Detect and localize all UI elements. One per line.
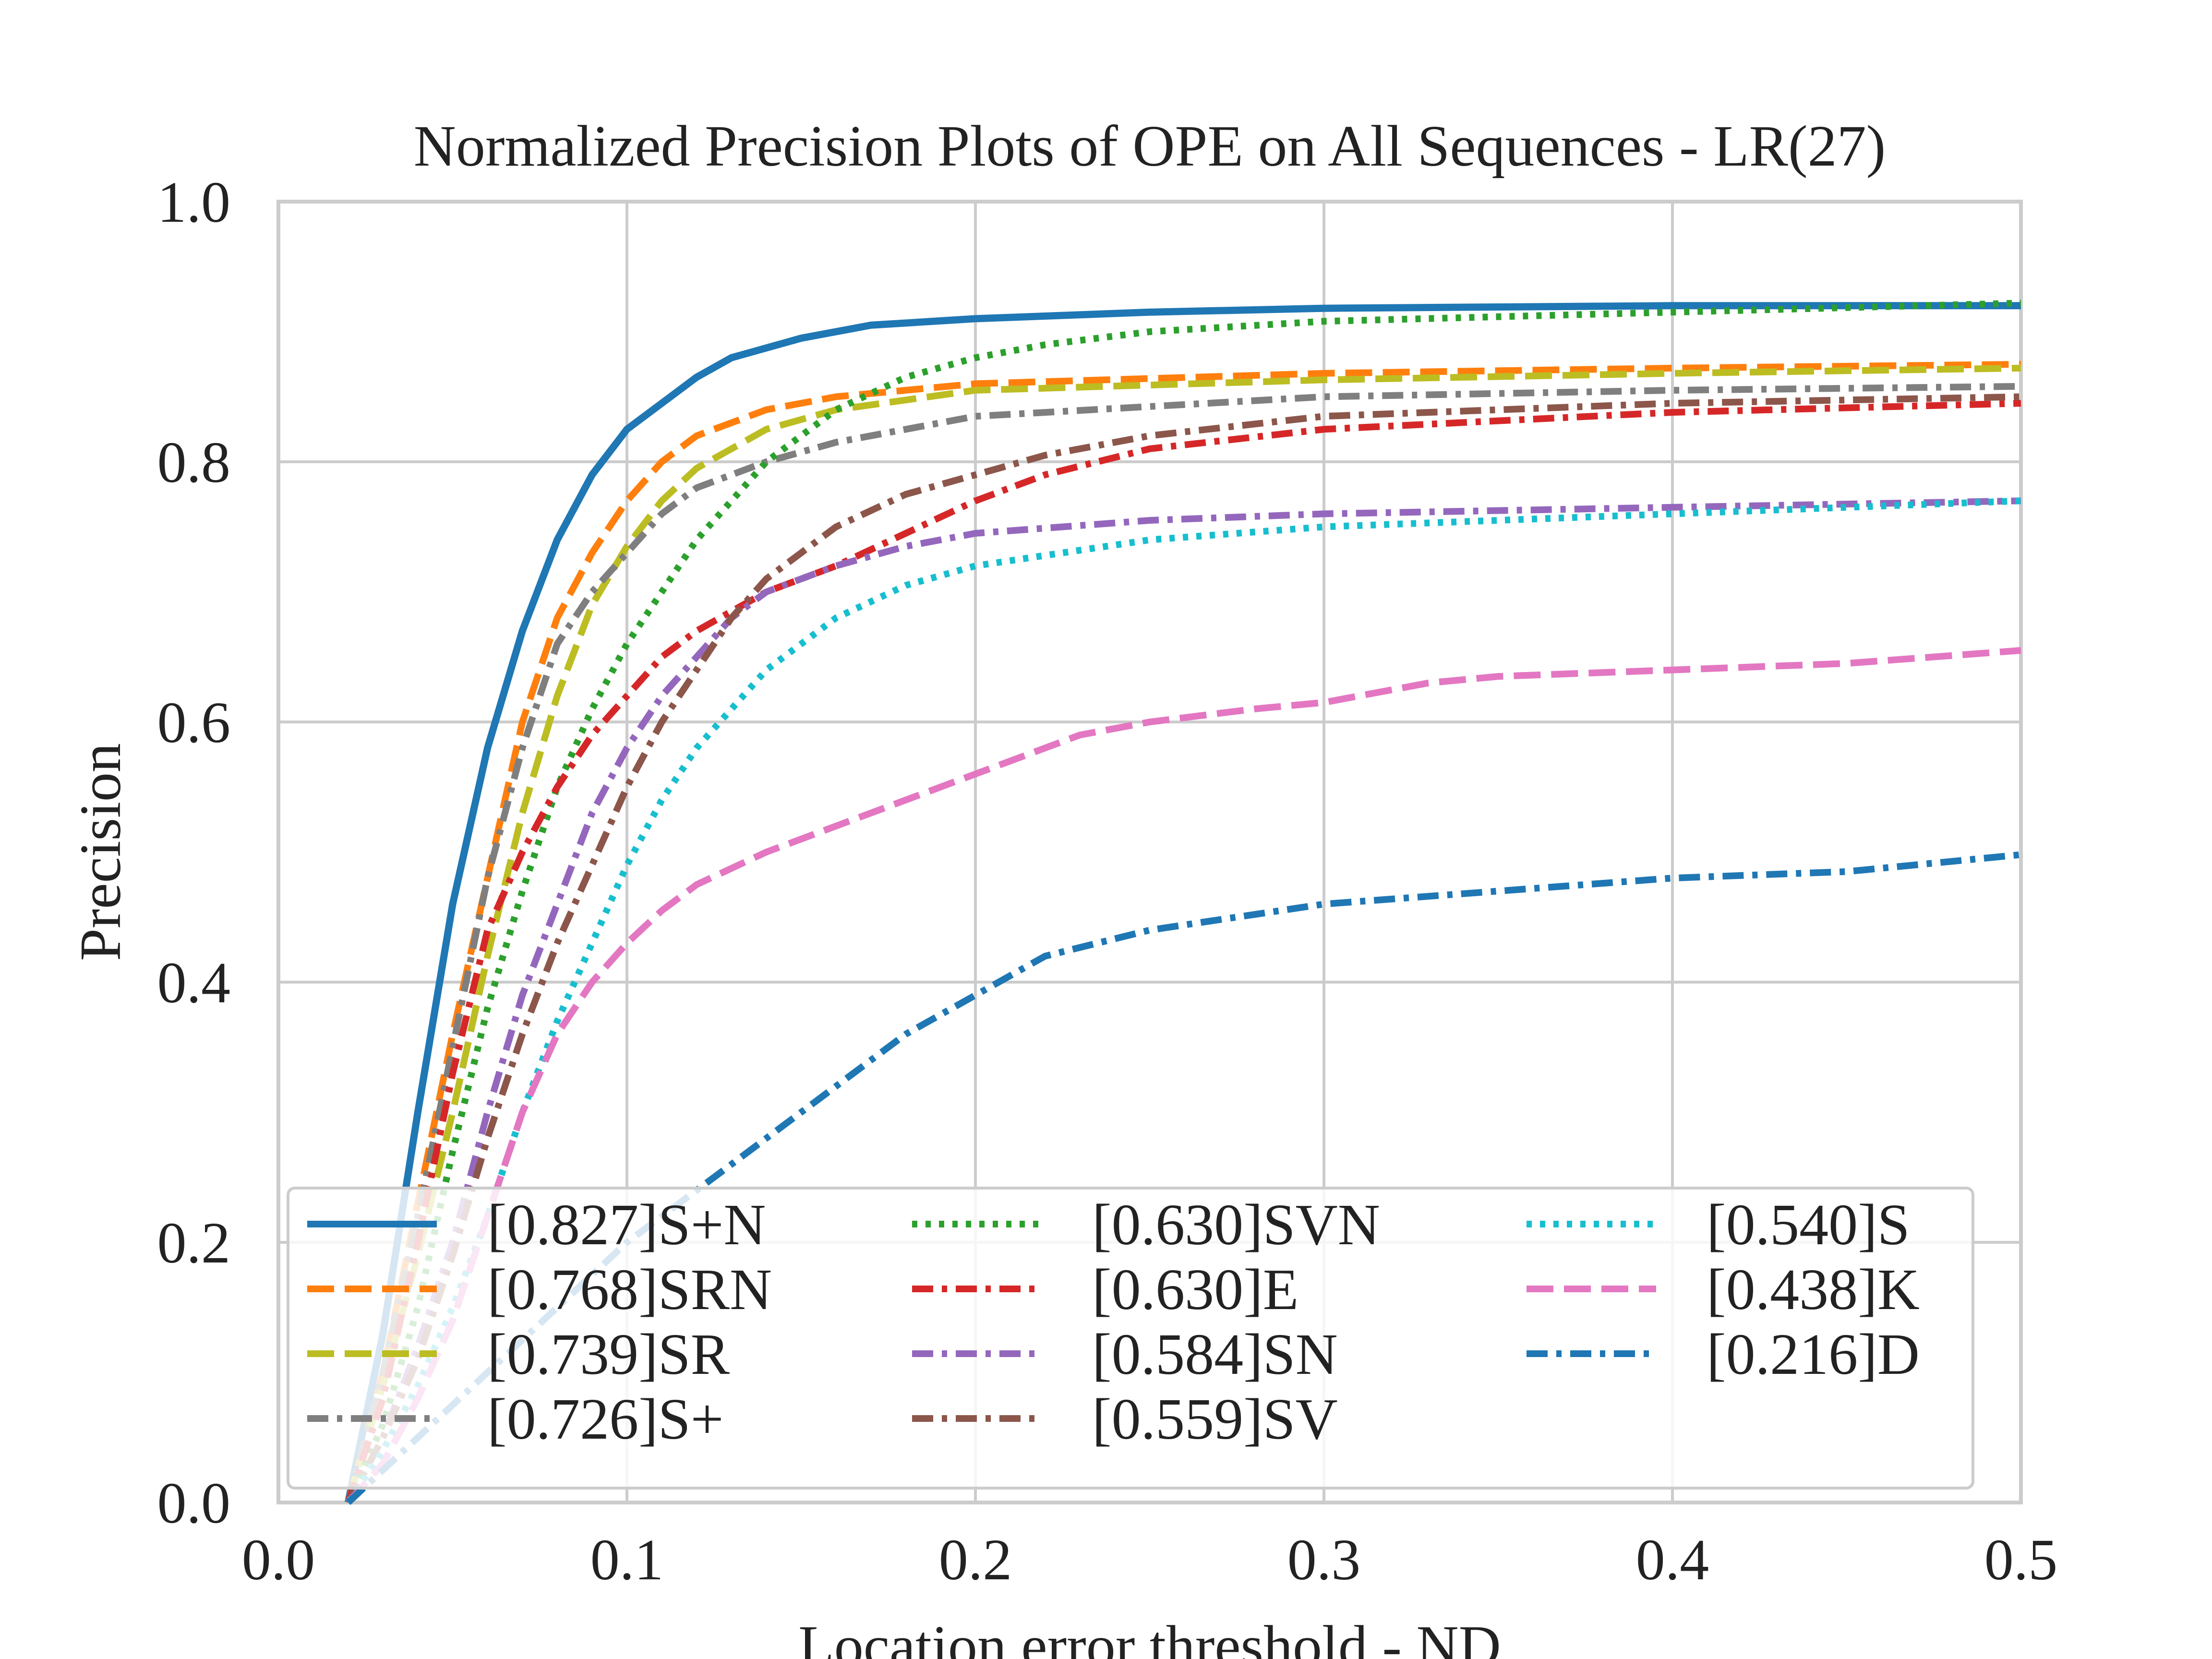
series-line-4: [345, 300, 2021, 1504]
legend-label-5: [0.630]E: [1092, 1257, 1298, 1322]
series-line-10: [346, 851, 2021, 1505]
x-tick-label: 0.2: [939, 1527, 1012, 1592]
y-tick-label: 0.0: [157, 1471, 231, 1536]
legend-label-10: [0.216]D: [1707, 1322, 1920, 1387]
legend-label-9: [0.438]K: [1707, 1257, 1920, 1322]
series-line-5: [345, 400, 2021, 1504]
y-tick-label: 0.8: [157, 430, 231, 495]
series-line-0: [344, 302, 2021, 1503]
legend-label-2: [0.739]SR: [487, 1322, 730, 1387]
legend-box: [287, 1187, 1974, 1490]
x-tick-label: 0.1: [590, 1527, 664, 1592]
plot-frame: [276, 200, 2023, 1504]
series-line-1: [345, 361, 2021, 1503]
legend-label-0: [0.827]S+N: [487, 1192, 766, 1257]
y-tick-label: 1.0: [157, 170, 231, 235]
legend-label-4: [0.630]SVN: [1092, 1192, 1380, 1257]
chart-title: Normalized Precision Plots of OPE on All…: [414, 114, 1886, 179]
legend: [0.827]S+N[0.768]SRN[0.739]SR[0.726]S+ [0…: [287, 1187, 1974, 1490]
x-tick-label: 0.0: [242, 1527, 315, 1592]
legend-label-3: [0.726]S+: [487, 1387, 723, 1452]
legend-label-8: [0.540]S: [1707, 1192, 1910, 1257]
y-tick-label: 0.6: [157, 690, 231, 755]
y-tick-label: 0.4: [157, 950, 231, 1015]
x-tick-label: 0.3: [1287, 1527, 1361, 1592]
series-line-8: [345, 497, 2021, 1504]
x-tick-label: 0.4: [1636, 1527, 1709, 1592]
tick-labels: 0.0 0.1 0.2 0.3 0.4 0.5 0.0 0.2 0.4 0.6 0.8 1.0: [157, 170, 2058, 1592]
y-tick-label: 0.2: [157, 1211, 231, 1275]
legend-label-7: [0.559]SV: [1092, 1387, 1338, 1452]
y-axis-label: Precision: [68, 743, 133, 961]
legend-label-1: [0.768]SRN: [487, 1257, 772, 1322]
series-line-2: [345, 364, 2021, 1503]
series-line-3: [345, 383, 2021, 1503]
x-axis-label: Location error threshold - ND: [798, 1614, 1501, 1659]
legend-label-6: [0.584]SN: [1092, 1322, 1338, 1387]
x-tick-label: 0.5: [1984, 1527, 2058, 1592]
